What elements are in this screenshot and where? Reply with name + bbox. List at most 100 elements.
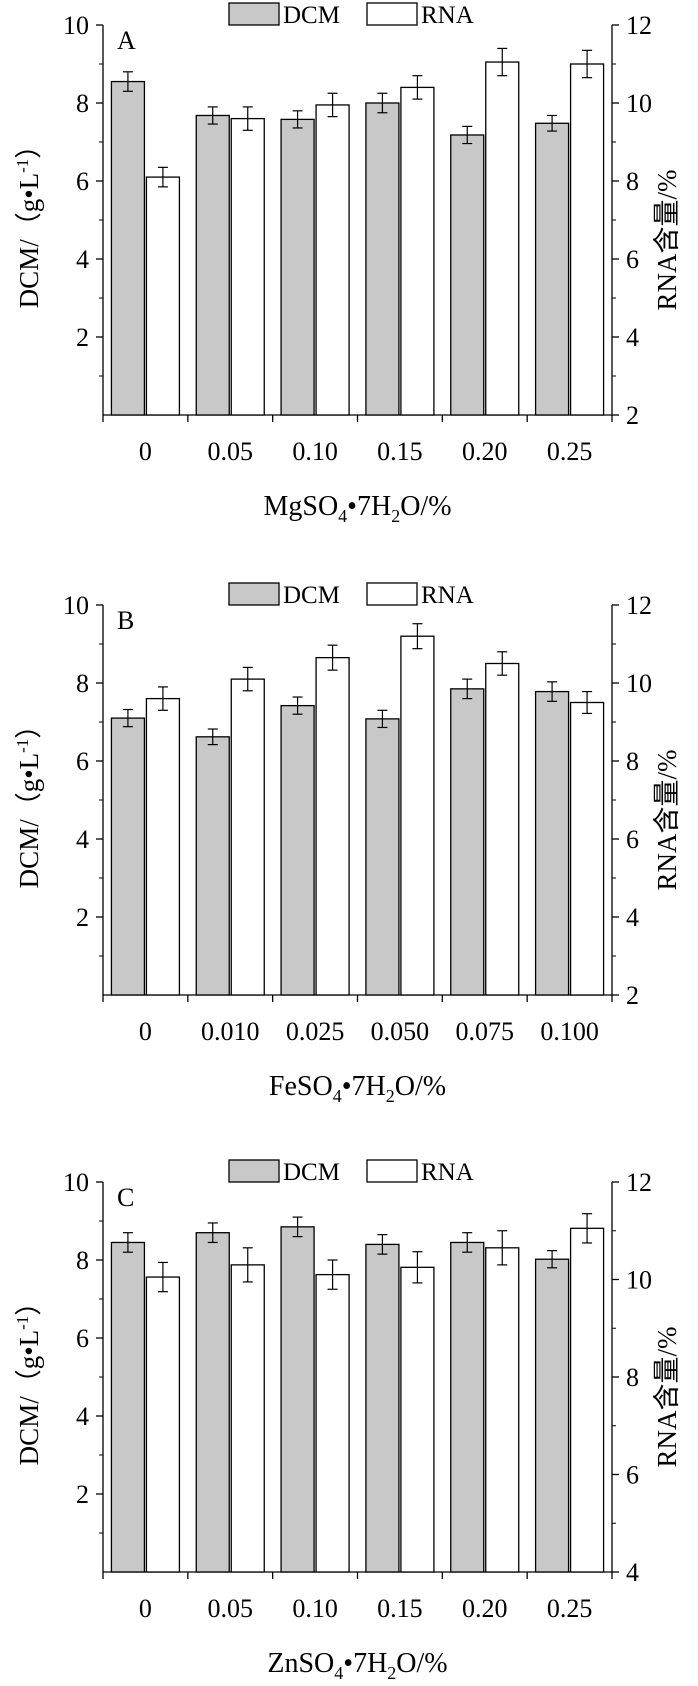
chart-panel-B: 2 4 6 8 10 2 4 6 8 10 12 0 0.010 0.025 0.050 0.075 0.100…: [13, 582, 682, 1106]
rna-bar: [485, 662, 520, 996]
legend-swatch-rna: [366, 1159, 418, 1183]
legend: DCM RNA: [228, 582, 474, 609]
rna-error-bar: [497, 47, 508, 77]
rna-error-bar: [157, 686, 168, 711]
rna-error-bar: [327, 92, 338, 118]
rna-error-bar: [582, 49, 593, 79]
y-tick-label: 10: [63, 11, 89, 40]
legend-swatch-rna: [366, 2, 418, 26]
x-tick-label: 0.05: [208, 437, 254, 466]
rna-error-bar: [497, 1230, 508, 1266]
legend-label-rna: RNA: [421, 2, 474, 29]
x-tick-label: 0: [139, 1594, 152, 1623]
rna-bar: [569, 1227, 605, 1573]
y-tick-label: 2: [76, 323, 89, 352]
rna-bar: [315, 104, 350, 416]
dcm-bar: [365, 718, 400, 996]
dcm-error-bar: [292, 1216, 303, 1238]
rna-error-bar: [242, 666, 253, 692]
x-tick-label: 0: [139, 1017, 152, 1046]
x-tick-label: 0.25: [547, 437, 593, 466]
dcm-error-bar: [207, 106, 218, 125]
dcm-error-bar: [122, 1232, 133, 1253]
y2-tick-label: 8: [626, 1363, 639, 1392]
dcm-bar: [110, 1241, 146, 1573]
rna-bar: [230, 678, 265, 996]
dcm-bar: [280, 1226, 315, 1573]
dcm-bar: [450, 134, 485, 416]
chart-panel-C: 2 4 6 8 10 4 6 8 10 12 0 0.05 0.10 0.15 0.20 0.25 C DCM RN…: [13, 1159, 682, 1683]
dcm-bar: [450, 1241, 485, 1573]
rna-error-bar: [412, 623, 423, 650]
y-axis-label: DCM/（g•L-1）: [13, 712, 44, 889]
x-tick-label: 0.20: [462, 1594, 508, 1623]
dcm-error-bar: [207, 728, 218, 746]
dcm-error-bar: [547, 681, 558, 702]
y2-tick-label: 2: [626, 981, 639, 1010]
dcm-bar: [534, 1258, 570, 1573]
x-tick-label: 0.20: [462, 437, 508, 466]
x-tick-label: 0: [139, 437, 152, 466]
rna-error-bar: [327, 1259, 338, 1290]
dcm-bar: [534, 690, 570, 996]
y2-tick-label: 10: [626, 89, 652, 118]
dcm-bar: [280, 118, 315, 416]
rna-bar: [145, 1276, 181, 1573]
rna-error-bar: [242, 106, 253, 131]
y-tick-label: 4: [76, 825, 89, 854]
dcm-error-bar: [207, 1222, 218, 1244]
rna-bar: [145, 176, 181, 416]
dcm-bar: [365, 102, 400, 416]
legend-swatch-dcm: [228, 582, 280, 606]
legend-label-dcm: DCM: [283, 2, 340, 29]
dcm-bar: [110, 717, 146, 996]
dcm-bar: [195, 1232, 230, 1573]
dcm-bar: [450, 688, 485, 996]
rna-error-bar: [412, 75, 423, 100]
rna-bar: [145, 697, 181, 996]
y-tick-label: 8: [76, 89, 89, 118]
rna-bar: [569, 63, 605, 416]
dcm-bar: [195, 736, 230, 996]
rna-bar: [315, 657, 350, 996]
x-tick-label: 0.15: [377, 1594, 423, 1623]
dcm-error-bar: [377, 1234, 388, 1255]
dcm-bar: [110, 80, 146, 416]
y-tick-label: 10: [63, 591, 89, 620]
y-tick-label: 2: [76, 1480, 89, 1509]
legend: DCM RNA: [228, 1159, 474, 1186]
y-tick-label: 6: [76, 1324, 89, 1353]
x-tick-label: 0.10: [292, 1594, 338, 1623]
dcm-error-bar: [462, 125, 473, 145]
panel-label: C: [117, 1183, 134, 1212]
legend-label-rna: RNA: [421, 582, 474, 609]
rna-error-bar: [242, 1247, 253, 1283]
legend-swatch-rna: [366, 582, 418, 606]
dcm-error-bar: [547, 114, 558, 132]
y2-axis-label: RNA含量/%: [652, 1327, 682, 1468]
dcm-bar: [280, 704, 315, 996]
rna-bar: [400, 1266, 435, 1573]
rna-bar: [400, 635, 435, 996]
y2-tick-label: 4: [626, 1558, 639, 1587]
x-axis-label: FeSO4•7H2O/%: [269, 1071, 446, 1106]
y2-tick-label: 6: [626, 825, 639, 854]
y2-tick-label: 8: [626, 747, 639, 776]
x-tick-label: 0.15: [377, 437, 423, 466]
y2-tick-label: 4: [626, 323, 639, 352]
x-tick-label: 0.05: [208, 1594, 254, 1623]
x-tick-label: 0.010: [201, 1017, 260, 1046]
rna-bar: [400, 86, 435, 416]
panel-label: A: [117, 26, 136, 55]
y2-tick-label: 6: [626, 1461, 639, 1490]
y-axis-label: DCM/（g•L-1）: [13, 132, 44, 309]
x-tick-label: 0.025: [286, 1017, 345, 1046]
rna-error-bar: [327, 644, 338, 671]
rna-error-bar: [412, 1251, 423, 1284]
rna-bar: [315, 1273, 350, 1573]
rna-bar: [485, 61, 520, 416]
dcm-error-bar: [547, 1250, 558, 1269]
y2-tick-label: 2: [626, 401, 639, 430]
rna-bar: [230, 117, 265, 416]
dcm-error-bar: [462, 1232, 473, 1253]
